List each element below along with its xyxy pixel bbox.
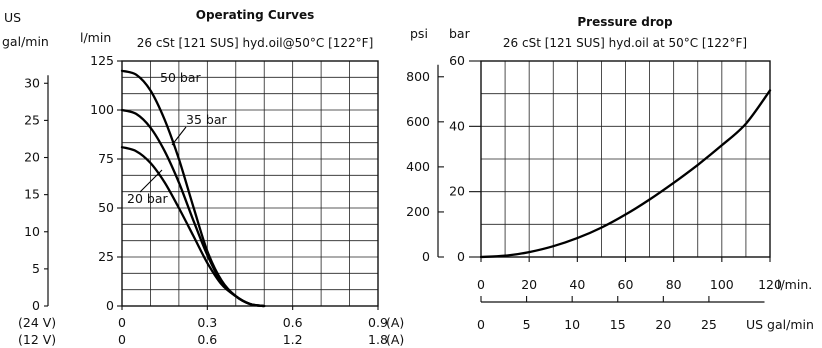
y-tick-label: 50: [98, 200, 114, 215]
x-tick-label: 0.3: [197, 315, 217, 330]
y-tick-label: 75: [98, 151, 114, 166]
secondary-y-axis-label-line2: gal/min: [2, 34, 49, 49]
secondary-y-tick-label: 30: [24, 75, 40, 90]
left-secondary-y-axis: 0 5 10 15 20 25 30: [24, 75, 49, 313]
secondary-y-tick-label: 20: [24, 150, 40, 165]
x-tick-label: 60: [618, 277, 634, 292]
right-secondary-y-axis: 0 200 400 600 800: [406, 64, 444, 264]
left-plot-frame: [121, 60, 379, 307]
x-tick-label: 1.2: [283, 332, 303, 347]
y-tick-label: 20: [449, 184, 465, 199]
y-axis-label: bar: [449, 26, 471, 41]
x-tick-label: 0.6: [197, 332, 217, 347]
y-tick-label: 0: [457, 249, 465, 264]
leader-35bar: [171, 126, 187, 146]
x-tick-label: 0.9: [368, 315, 388, 330]
secondary-y-tick-label: 0: [32, 298, 40, 313]
secondary-x-tick-label: 5: [523, 317, 531, 332]
left-x-ticks: 0 0.3 0.6 0.9 0 0.6 1.2 1.8: [118, 306, 388, 347]
left-grid: [122, 61, 378, 306]
x-axis-unit-12v: (A): [386, 332, 404, 347]
chart-subtitle: 26 cSt [121 SUS] hyd.oil@50°C [122°F]: [137, 36, 374, 50]
secondary-y-tick-label: 200: [406, 204, 430, 219]
pressure-drop-line: [479, 89, 772, 259]
chart-title: Pressure drop: [577, 15, 673, 29]
y-tick-label: 40: [449, 118, 465, 133]
secondary-x-tick-label: 0: [477, 317, 485, 332]
secondary-x-tick-label: 20: [655, 317, 671, 332]
x-axis-label: l/min.: [777, 277, 812, 292]
secondary-y-tick-label: 600: [406, 114, 430, 129]
x-tick-label: 0: [118, 332, 126, 347]
x-tick-label: 0: [477, 277, 485, 292]
chart-title: Operating Curves: [196, 8, 314, 22]
series-label-35bar: 35 bar: [186, 112, 227, 127]
x-axis-label-12v: (12 V): [18, 332, 56, 347]
pressure-drop-chart: Pressure drop 26 cSt [121 SUS] hyd.oil a…: [406, 15, 814, 332]
secondary-x-tick-label: 15: [610, 317, 626, 332]
secondary-x-tick-label: 25: [701, 317, 717, 332]
x-tick-label: 100: [710, 277, 734, 292]
secondary-x-axis-label: US gal/min: [746, 317, 814, 332]
secondary-y-axis-label: psi: [410, 26, 428, 41]
secondary-y-tick-label: 400: [406, 159, 430, 174]
operating-curves-chart: Operating Curves 26 cSt [121 SUS] hyd.oi…: [2, 8, 404, 347]
secondary-y-tick-label: 5: [32, 261, 40, 276]
x-tick-label: 20: [521, 277, 537, 292]
right-y-ticks: 0 20 40 60: [449, 53, 481, 264]
secondary-x-tick-label: 10: [564, 317, 580, 332]
chart-subtitle: 26 cSt [121 SUS] hyd.oil at 50°C [122°F]: [503, 36, 747, 50]
secondary-y-tick-label: 25: [24, 112, 40, 127]
x-tick-label: 120: [758, 277, 782, 292]
right-grid: [481, 61, 770, 257]
y-tick-label: 0: [106, 298, 114, 313]
x-tick-label: 1.8: [368, 332, 388, 347]
secondary-y-tick-label: 0: [422, 249, 430, 264]
x-tick-label: 40: [569, 277, 585, 292]
left-y-ticks: 0 25 50 75 100 125: [90, 53, 122, 313]
leader-20bar: [139, 169, 163, 193]
x-tick-label: 0.6: [283, 315, 303, 330]
series-label-20bar: 20 bar: [127, 191, 168, 206]
series-line-20bar: [120, 146, 266, 308]
y-tick-label: 125: [90, 53, 114, 68]
right-x-axis: 0 20 40 60 80 100 120: [477, 257, 782, 292]
secondary-y-tick-label: 800: [406, 69, 430, 84]
y-tick-label: 60: [449, 53, 465, 68]
right-curves: [479, 89, 772, 259]
secondary-y-tick-label: 15: [24, 187, 40, 202]
y-tick-label: 100: [90, 102, 114, 117]
y-tick-label: 25: [98, 249, 114, 264]
series-label-50bar: 50 bar: [160, 70, 201, 85]
x-axis-label-24v: (24 V): [18, 315, 56, 330]
x-axis-unit-24v: (A): [386, 315, 404, 330]
x-tick-label: 80: [666, 277, 682, 292]
y-axis-label: l/min: [80, 30, 111, 45]
left-curves: [120, 69, 266, 308]
right-secondary-x-axis: 0 5 10 15 20 25: [477, 296, 765, 332]
secondary-y-axis-label-line1: US: [4, 10, 21, 25]
secondary-y-tick-label: 10: [24, 224, 40, 239]
x-tick-label: 0: [118, 315, 126, 330]
